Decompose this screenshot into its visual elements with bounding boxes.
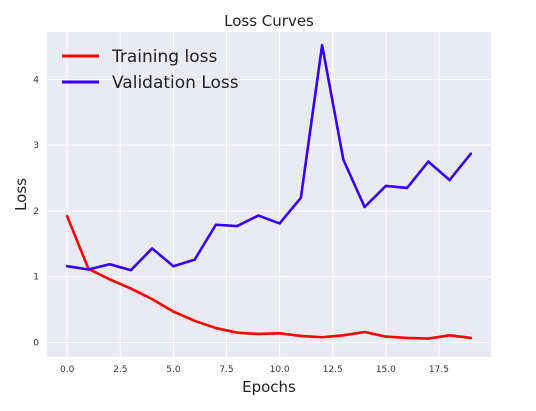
data-point — [129, 287, 133, 290]
legend-label-validation-loss: Validation Loss — [112, 73, 239, 93]
x-tick-label: 10.0 — [270, 365, 290, 375]
data-point — [427, 337, 430, 340]
grid-lines — [47, 32, 491, 357]
x-tick-label: 12.5 — [323, 365, 343, 375]
y-axis-label: Loss — [12, 178, 30, 211]
data-point — [320, 43, 324, 47]
data-point — [405, 186, 409, 190]
data-point — [427, 160, 430, 163]
data-point — [214, 326, 218, 330]
data-point — [342, 334, 345, 337]
series-layer — [65, 43, 473, 340]
series-line-training-loss — [65, 214, 473, 340]
x-tick-label: 0.0 — [60, 365, 75, 375]
y-tick-label: 3 — [33, 141, 39, 151]
x-tick-label: 17.5 — [429, 365, 449, 375]
data-point — [469, 336, 473, 340]
y-tick-label: 0 — [33, 339, 39, 349]
data-point — [214, 223, 218, 226]
data-point — [342, 158, 345, 161]
data-point — [108, 263, 111, 266]
x-axis-label: Epochs — [242, 378, 296, 396]
tick-labels: 0.0 2.5 5.0 7.5 10.0 12.5 15.0 17.5 0 1 2 3 4 — [33, 75, 449, 375]
data-point — [235, 331, 239, 334]
data-point — [299, 196, 303, 199]
data-point — [193, 258, 196, 261]
legend-label-training-loss: Training loss — [111, 47, 217, 67]
data-point — [384, 335, 388, 338]
data-point — [172, 310, 175, 313]
x-tick-label: 5.0 — [166, 365, 181, 375]
x-tick-label: 7.5 — [219, 365, 233, 375]
data-point — [384, 184, 388, 188]
data-point — [150, 247, 154, 250]
data-point — [193, 319, 196, 323]
data-point — [405, 336, 409, 340]
y-tick-label: 4 — [33, 75, 39, 85]
data-point — [257, 332, 260, 336]
data-point — [257, 214, 260, 217]
y-tick-label: 1 — [33, 273, 39, 283]
data-point — [363, 205, 366, 209]
data-point — [469, 152, 473, 155]
x-tick-label: 2.5 — [113, 365, 127, 375]
data-point — [363, 330, 366, 334]
chart-title: Loss Curves — [224, 12, 314, 30]
data-point — [448, 334, 451, 337]
data-point — [129, 268, 133, 272]
data-point — [278, 222, 281, 225]
x-tick-label: 15.0 — [376, 365, 396, 375]
data-point — [150, 297, 154, 301]
data-point — [172, 265, 175, 268]
data-point — [65, 265, 69, 268]
data-point — [299, 334, 303, 338]
data-point — [278, 332, 281, 335]
data-point — [235, 224, 239, 228]
series-line-validation-loss — [65, 43, 473, 272]
data-point — [448, 178, 451, 182]
data-point — [65, 215, 69, 218]
legend: Training loss Validation Loss — [62, 47, 239, 93]
plot-area — [47, 32, 491, 357]
data-point — [108, 278, 111, 281]
data-point — [320, 336, 324, 339]
data-point — [87, 268, 90, 271]
y-tick-label: 2 — [33, 207, 39, 217]
